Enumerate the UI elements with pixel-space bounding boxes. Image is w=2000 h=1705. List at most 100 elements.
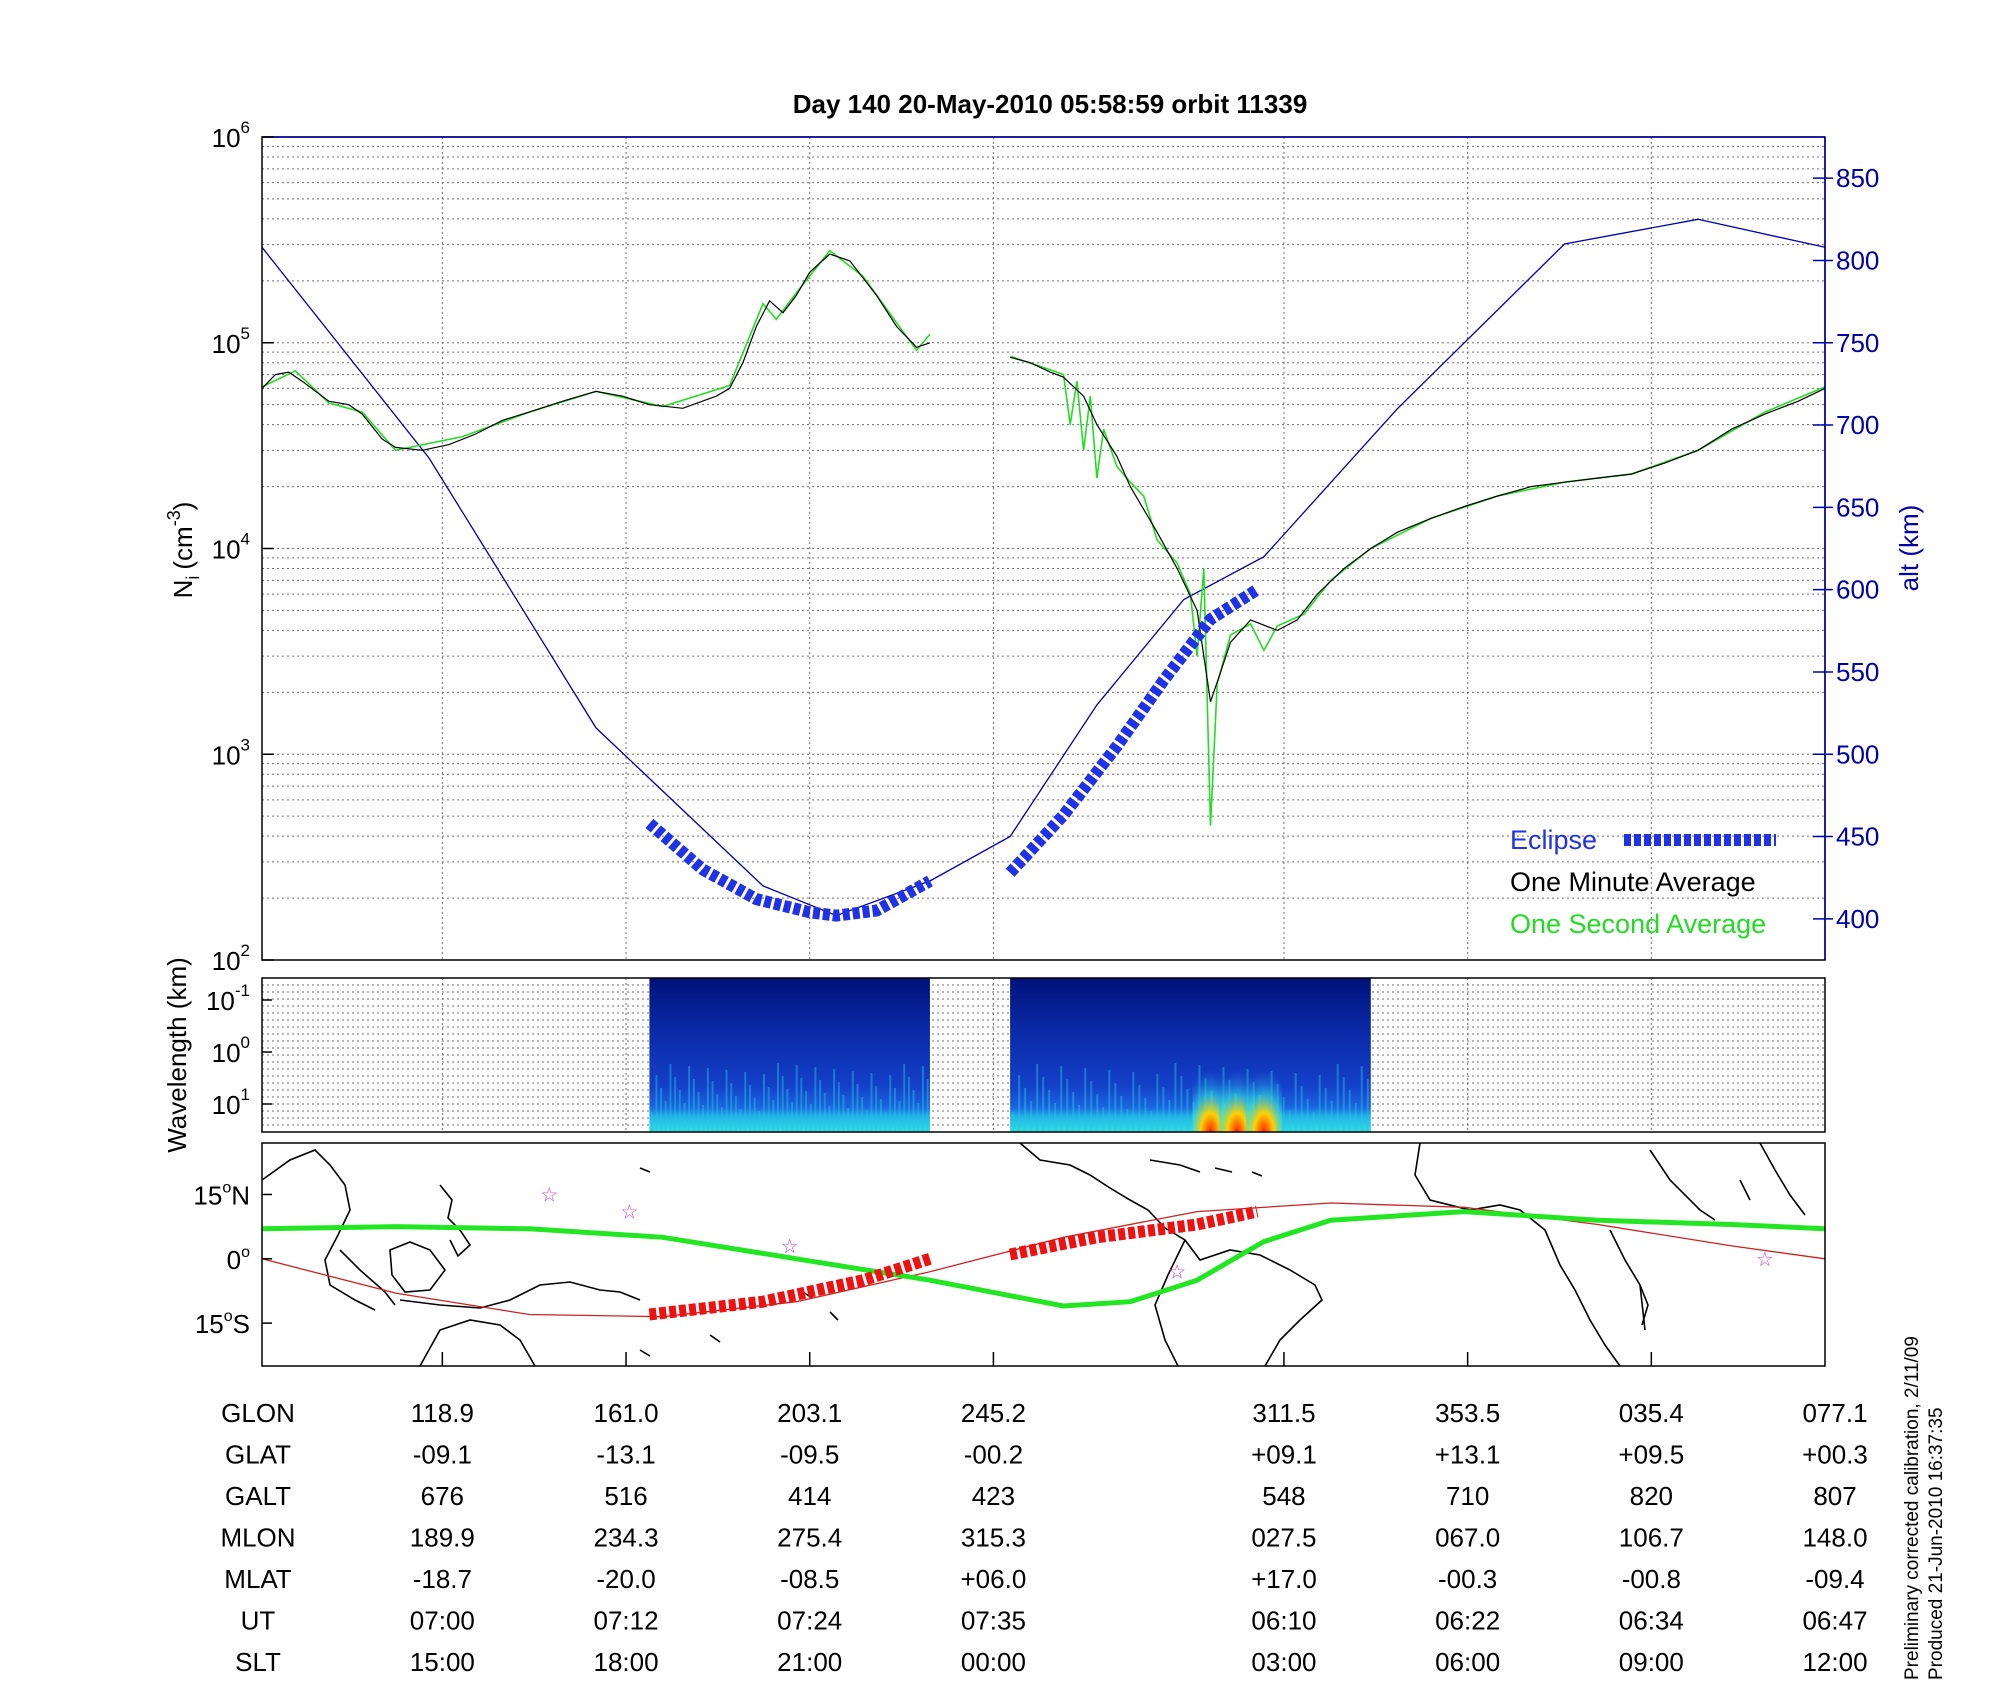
spectrogram-block (649, 978, 930, 1132)
table-row-label: MLAT (224, 1564, 292, 1594)
table-cell: 414 (788, 1481, 831, 1511)
coastline-pacific-islands (639, 1167, 839, 1357)
table-cell: 07:35 (961, 1606, 1026, 1636)
table-cell: 12:00 (1802, 1647, 1867, 1677)
map-y-tick-label: 15oS (195, 1308, 250, 1339)
map-y-ticks: 15oN 0o 15oS (193, 1179, 272, 1339)
table-cell: 710 (1446, 1481, 1489, 1511)
table-cell: 516 (604, 1481, 647, 1511)
spectrogram-y-ticks: 10-1 100 101 (206, 981, 272, 1120)
map-panel: ☆ ☆ ☆ ☆ ☆ 15oN 0o 15oS (193, 1142, 1826, 1367)
spectrogram-y-label: Wavelength (km) (162, 957, 192, 1153)
table-cell: 06:22 (1435, 1606, 1500, 1636)
table-cell: -20.0 (596, 1564, 655, 1594)
coastline-indonesia (399, 1281, 641, 1309)
station-star: ☆ (1756, 1249, 1774, 1271)
coastline-south-america (1154, 1227, 1323, 1367)
density-panel: 102 103 104 105 106 400 450 500 550 600 650 700 750… (164, 118, 1924, 976)
altitude-y-tick-label: 600 (1836, 575, 1879, 605)
table-cell: +09.5 (1618, 1440, 1684, 1470)
table-cell: -00.8 (1622, 1564, 1681, 1594)
table-cell: 027.5 (1251, 1523, 1316, 1553)
density-grid (262, 136, 1825, 960)
one-minute-line (1009, 356, 1826, 702)
coastline-caribbean (1149, 1159, 1263, 1177)
density-y-tick-label: 103 (212, 735, 250, 770)
altitude-y-tick-label: 850 (1836, 163, 1879, 193)
table-cell: +00.3 (1802, 1440, 1868, 1470)
table-cell: 18:00 (593, 1647, 658, 1677)
eclipse-line (1005, 584, 1261, 877)
table-cell: 06:10 (1251, 1606, 1316, 1636)
table-cell: 311.5 (1252, 1398, 1315, 1428)
spectrogram-y-tick-label: 101 (212, 1085, 250, 1120)
altitude-y-label: alt (km) (1894, 505, 1924, 592)
table-cell: 06:34 (1619, 1606, 1684, 1636)
table-row-label: UT (241, 1606, 276, 1636)
table-cell: 548 (1262, 1481, 1305, 1511)
density-y-tick-label: 102 (212, 941, 250, 976)
eclipse-track-line (648, 1253, 932, 1321)
table-cell: 275.4 (777, 1523, 842, 1553)
ground-track-line (261, 1209, 1826, 1309)
table-cell: -18.7 (413, 1564, 472, 1594)
coastline-east-asia (261, 1149, 376, 1311)
table-cell: -09.4 (1805, 1564, 1864, 1594)
table-cell: 06:47 (1802, 1606, 1867, 1636)
table-cell: 15:00 (410, 1647, 475, 1677)
station-star: ☆ (1168, 1262, 1186, 1284)
table-cell: 00:00 (961, 1647, 1026, 1677)
table-cell: 676 (421, 1481, 464, 1511)
legend-one-second-label: One Second Average (1510, 909, 1766, 939)
altitude-y-tick-label: 700 (1836, 410, 1879, 440)
side-note-line1: Preliminary corrected calibration, 2/11/… (1902, 1336, 1923, 1680)
density-y-tick-label: 104 (212, 530, 250, 565)
table-cell: 203.1 (777, 1398, 842, 1428)
coastlines (261, 1142, 1806, 1367)
table-cell: 06:00 (1435, 1647, 1500, 1677)
coastline-borneo (389, 1241, 446, 1293)
table-cell: 07:12 (593, 1606, 658, 1636)
table-cell: 234.3 (593, 1523, 658, 1553)
table-cell: -00.2 (964, 1440, 1023, 1470)
one-minute-line (261, 253, 931, 451)
station-star: ☆ (540, 1184, 558, 1206)
table-cell: -13.1 (596, 1440, 655, 1470)
spectrogram-block (1010, 978, 1371, 1132)
density-y-label: Ni(cm-3) (164, 502, 203, 599)
spectrogram-panel: 10-1 100 101 Wavelength (km) (162, 957, 1826, 1153)
chart-title: Day 140 20-May-2010 05:58:59 orbit 11339 (793, 89, 1308, 119)
coastline-sumatra (339, 1249, 396, 1306)
coastline-australia (419, 1319, 536, 1367)
table-row-label: GLON (221, 1398, 295, 1428)
eclipse-track-line (1008, 1205, 1259, 1261)
table-cell: 09:00 (1619, 1647, 1684, 1677)
table-cell: +17.0 (1251, 1564, 1317, 1594)
table-cell: -00.3 (1438, 1564, 1497, 1594)
altitude-y-tick-label: 650 (1836, 492, 1879, 522)
altitude-line (261, 218, 1826, 917)
spectrogram-frame (261, 977, 1826, 1133)
density-y-tick-label: 105 (212, 324, 250, 359)
coastline-north-america (1019, 1142, 1166, 1229)
density-series (261, 218, 1826, 922)
coastline-arabia-india (1649, 1142, 1806, 1221)
table-cell: 807 (1813, 1481, 1856, 1511)
altitude-y-tick-label: 550 (1836, 657, 1879, 687)
table-cell: 161.0 (593, 1398, 658, 1428)
table-cell: 07:00 (410, 1606, 475, 1636)
table-cell: +09.1 (1251, 1440, 1317, 1470)
spectrogram-y-tick-label: 10-1 (206, 981, 250, 1016)
altitude-y-tick-label: 500 (1836, 739, 1879, 769)
eclipse-line (645, 818, 933, 922)
table-cell: 03:00 (1251, 1647, 1316, 1677)
coastline-madagascar (1639, 1284, 1649, 1326)
spectrogram-hotspot (1245, 1062, 1282, 1132)
table-row-label: GALT (225, 1481, 291, 1511)
table-cell: 189.9 (410, 1523, 475, 1553)
table-cell: -09.5 (780, 1440, 839, 1470)
table-cell: 21:00 (777, 1647, 842, 1677)
table-cell: +06.0 (961, 1564, 1027, 1594)
table-row-label: GLAT (225, 1440, 291, 1470)
